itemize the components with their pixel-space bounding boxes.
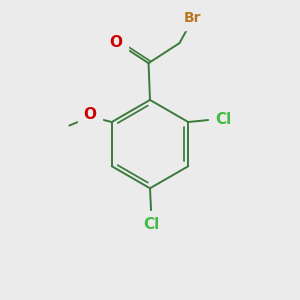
Text: O: O xyxy=(109,35,122,50)
Text: Cl: Cl xyxy=(215,112,231,127)
Text: O: O xyxy=(83,107,97,122)
Text: Cl: Cl xyxy=(143,217,160,232)
Text: Br: Br xyxy=(184,11,201,25)
